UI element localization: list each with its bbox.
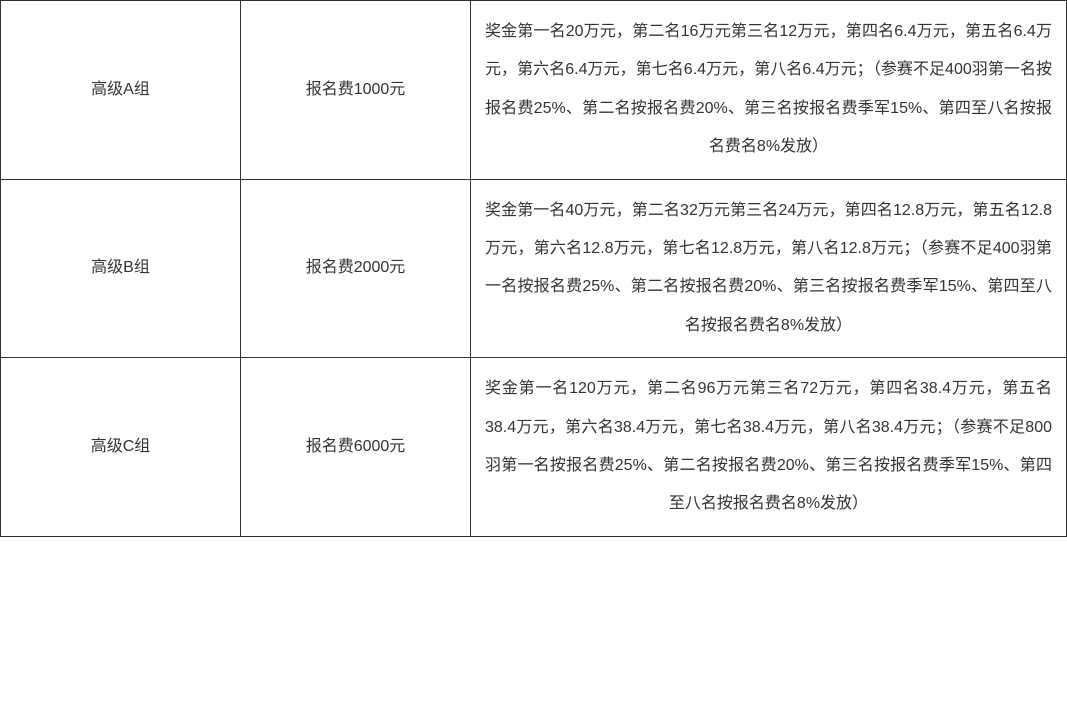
group-cell: 高级C组 [1, 358, 241, 537]
table-row: 高级C组 报名费6000元 奖金第一名120万元，第二名96万元第三名72万元，… [1, 358, 1067, 537]
table-row: 高级A组 报名费1000元 奖金第一名20万元，第二名16万元第三名12万元，第… [1, 1, 1067, 180]
fee-cell: 报名费2000元 [241, 179, 471, 358]
fee-cell: 报名费6000元 [241, 358, 471, 537]
prize-cell: 奖金第一名20万元，第二名16万元第三名12万元，第四名6.4万元，第五名6.4… [471, 1, 1067, 180]
prize-cell: 奖金第一名40万元，第二名32万元第三名24万元，第四名12.8万元，第五名12… [471, 179, 1067, 358]
group-cell: 高级A组 [1, 1, 241, 180]
prize-cell: 奖金第一名120万元，第二名96万元第三名72万元，第四名38.4万元，第五名3… [471, 358, 1067, 537]
prize-table: 高级A组 报名费1000元 奖金第一名20万元，第二名16万元第三名12万元，第… [0, 0, 1067, 537]
group-cell: 高级B组 [1, 179, 241, 358]
table-row: 高级B组 报名费2000元 奖金第一名40万元，第二名32万元第三名24万元，第… [1, 179, 1067, 358]
fee-cell: 报名费1000元 [241, 1, 471, 180]
